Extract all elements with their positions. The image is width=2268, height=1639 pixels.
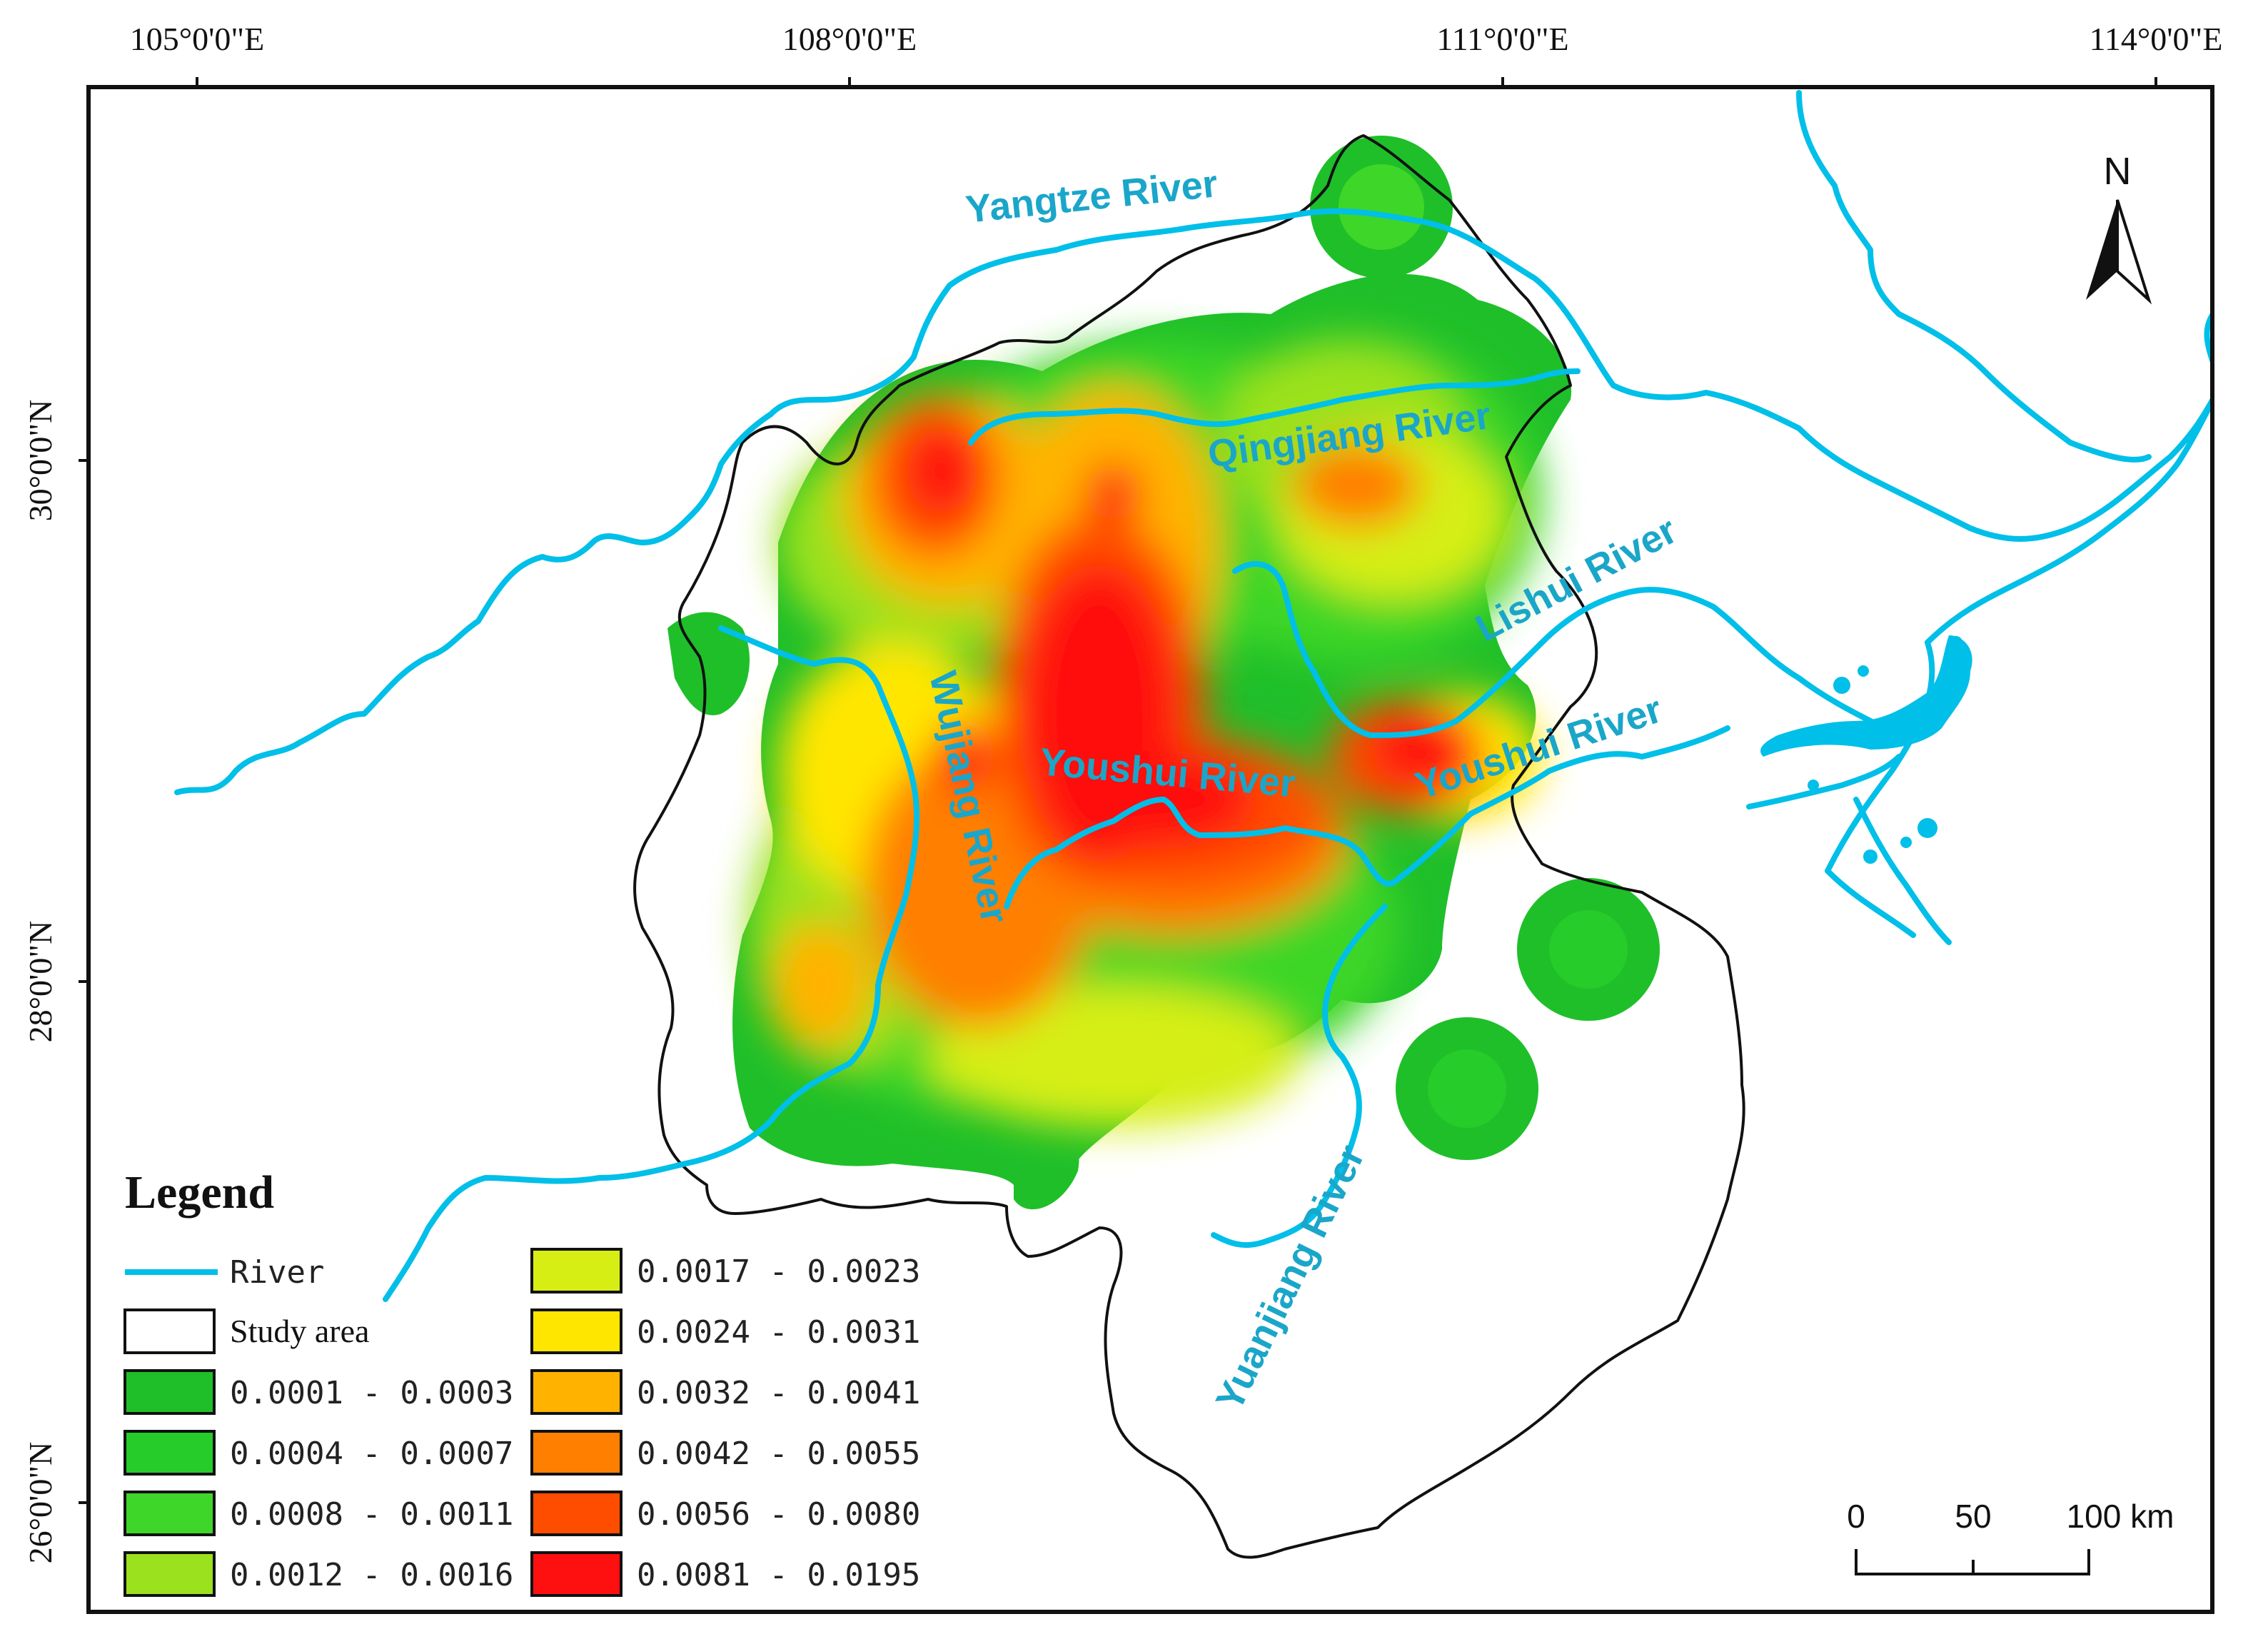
scale-bar: 0 50 100 km [1847,1498,2174,1575]
legend-class-3: 0.0008 - 0.0011 [124,1491,513,1536]
lishui-river [1232,561,1888,738]
legend-class-7: 0.0032 - 0.0041 [530,1369,920,1415]
legend-class-5: 0.0017 - 0.0023 [530,1248,920,1293]
lon-label-108: 108°0'0"E [782,21,917,57]
legend-class-label: 0.0017 - 0.0023 [637,1254,920,1290]
density-spur-west [667,612,750,715]
legend-class-label: 0.0001 - 0.0003 [230,1375,513,1411]
lake-dots [1808,636,1962,864]
legend-class-2: 0.0004 - 0.0007 [124,1430,513,1476]
legend-class-label: 0.0056 - 0.0080 [637,1496,920,1533]
frame-ticks [79,77,2157,1504]
scale-label-50: 50 [1955,1498,1991,1535]
yuanjiang-river [1211,904,1388,1249]
lon-label-105: 105°0'0"E [130,21,265,57]
southeast-river [1853,797,1952,945]
map-frame [86,85,2214,1614]
legend-swatch [124,1491,216,1536]
density-heat [750,336,1542,1128]
legend-swatch [530,1491,623,1536]
density-surface [667,136,1660,1210]
legend-item-study-area: Study area [124,1308,369,1354]
svg-text:Study area: Study area [230,1313,369,1349]
legend-swatch [530,1430,623,1476]
legend-swatch [124,1430,216,1476]
density-spur-south [1014,1109,1079,1210]
dongting-lake [1760,635,1972,757]
yangtze-river [174,208,2212,795]
legend-class-label: 0.0081 - 0.0195 [637,1557,920,1593]
study-area-boundary [633,134,1745,1559]
lat-label-28: 28°0'0"N [22,921,59,1043]
wujiang-river [383,625,920,1302]
legend-swatch [530,1369,623,1415]
legend-item-river: River [125,1254,324,1291]
lat-label-26: 26°0'0"N [22,1442,59,1564]
scale-label-0: 0 [1847,1498,1865,1535]
legend-swatch [530,1308,623,1354]
legend-class-label: 0.0024 - 0.0031 [637,1314,920,1351]
qingjiang-river [968,368,1581,445]
river-label-yangtze: Yangtze River [964,162,1219,231]
legend-class-label: 0.0042 - 0.0055 [637,1436,920,1472]
yangtze-delta-branch [1796,90,2152,463]
legend-swatch [124,1551,216,1597]
legend-class-10: 0.0081 - 0.0195 [530,1551,920,1597]
svg-text:River: River [230,1254,324,1291]
yangtze-east-branch [1925,309,2212,645]
density-circle-north [1310,136,1453,278]
legend-classes: 0.0001 - 0.0003 0.0004 - 0.0007 0.0008 - 0… [124,1248,920,1597]
legend: Legend River Study area 0.0001 - 0.00030… [124,1166,920,1597]
legend-class-4: 0.0012 - 0.0016 [124,1551,513,1597]
scale-label-100: 100 km [2067,1498,2174,1535]
lon-label-114: 114°0'0"E [2090,21,2223,57]
legend-swatch [530,1248,623,1293]
density-circle-south [1396,1017,1538,1160]
legend-swatch [530,1551,623,1597]
north-arrow-icon [2086,200,2117,300]
youshui-river [1004,725,1730,909]
legend-title: Legend [125,1166,274,1219]
legend-class-label: 0.0012 - 0.0016 [230,1557,513,1593]
legend-swatch [124,1369,216,1415]
eastern-river [1746,754,1902,810]
legend-class-label: 0.0008 - 0.0011 [230,1496,513,1533]
legend-class-6: 0.0024 - 0.0031 [530,1308,920,1354]
legend-class-8: 0.0042 - 0.0055 [530,1430,920,1476]
river-label-yuanjiang: Yuanjiang River [1208,1139,1374,1417]
legend-class-label: 0.0004 - 0.0007 [230,1436,513,1472]
density-circle-east [1517,878,1660,1021]
north-arrow-label: N [2104,150,2132,193]
legend-class-label: 0.0032 - 0.0041 [637,1375,920,1411]
legend-class-1: 0.0001 - 0.0003 [124,1369,513,1415]
rivers [174,90,2212,1302]
legend-class-9: 0.0056 - 0.0080 [530,1491,920,1536]
lon-label-111: 111°0'0"E [1436,21,1568,57]
north-arrow: N [2086,150,2152,305]
lat-label-30: 30°0'0"N [22,400,59,522]
